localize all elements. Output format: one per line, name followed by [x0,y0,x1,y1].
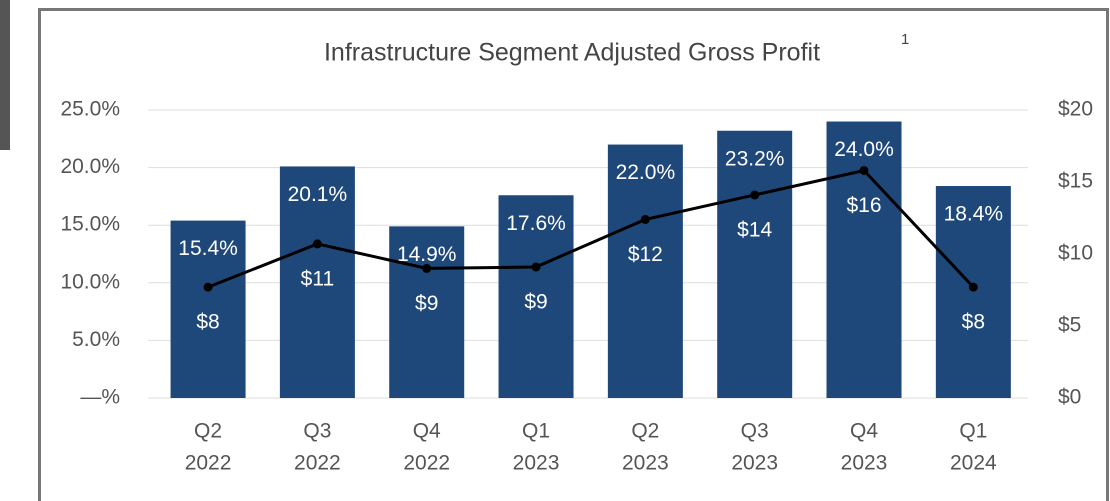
chart-title: Infrastructure Segment Adjusted Gross Pr… [324,39,820,67]
y2-tick-label: $10 [1058,242,1093,265]
line-point [531,262,541,272]
y2-tick-label: $15 [1058,170,1093,193]
y-tick-label: 15.0% [60,213,120,236]
y-tick-label: 20.0% [60,155,120,178]
line-point [422,263,432,273]
x-tick-label: Q1 [522,420,550,443]
bar-label: 17.6% [506,212,566,235]
bar [826,121,902,399]
line-point [859,165,869,175]
y-tick-label: —% [80,386,120,409]
line-point [203,282,213,292]
bar [607,144,683,398]
bar-label: 23.2% [725,147,785,170]
line-label: $8 [196,311,219,334]
x-tick-label: Q4 [850,420,878,443]
x-tick-label: 2023 [622,452,669,475]
line-point [640,214,650,224]
y-tick-label: 25.0% [60,98,120,121]
line-point [312,239,322,249]
edge-bar [0,0,10,150]
bar-label: 18.4% [944,203,1004,226]
bar [389,226,465,398]
x-tick-label: Q3 [741,420,769,443]
bar [279,166,355,398]
x-tick-label: Q2 [194,420,222,443]
x-tick-label: 2023 [513,452,560,475]
bar [170,220,246,398]
y-tick-label: 10.0% [60,270,120,293]
line-label: $9 [524,291,547,314]
y-tick-label: 5.0% [72,328,120,351]
x-tick-label: 2024 [950,452,997,475]
bar [717,130,793,398]
line-label: $11 [301,267,334,290]
y2-tick-label: $20 [1058,98,1093,121]
x-tick-label: Q1 [959,420,987,443]
bar-label: 22.0% [616,161,676,184]
line-label: $16 [846,194,881,217]
bar-label: 15.4% [178,237,238,260]
line-label: $8 [962,311,985,334]
bar-label: 14.9% [397,243,457,266]
x-tick-label: Q4 [413,420,441,443]
y2-tick-label: $5 [1058,314,1081,337]
bar [935,186,1011,398]
x-tick-label: 2023 [841,452,888,475]
x-tick-label: 2023 [731,452,778,475]
line-point [750,190,760,200]
bar-label: 20.1% [288,183,348,206]
x-tick-label: 2022 [294,452,341,475]
line [207,168,975,289]
bar [498,195,574,398]
x-tick-label: 2022 [185,452,232,475]
line-label: $9 [415,292,438,315]
y2-tick-label: $0 [1058,386,1081,409]
title-note: 1 [901,31,909,48]
x-tick-label: Q2 [631,420,659,443]
line-label: $12 [628,243,663,266]
x-tick-label: 2022 [403,452,450,475]
line-label: $14 [737,219,772,242]
line-point [968,282,978,292]
x-tick-label: Q3 [303,420,331,443]
bar-label: 24.0% [834,138,894,161]
